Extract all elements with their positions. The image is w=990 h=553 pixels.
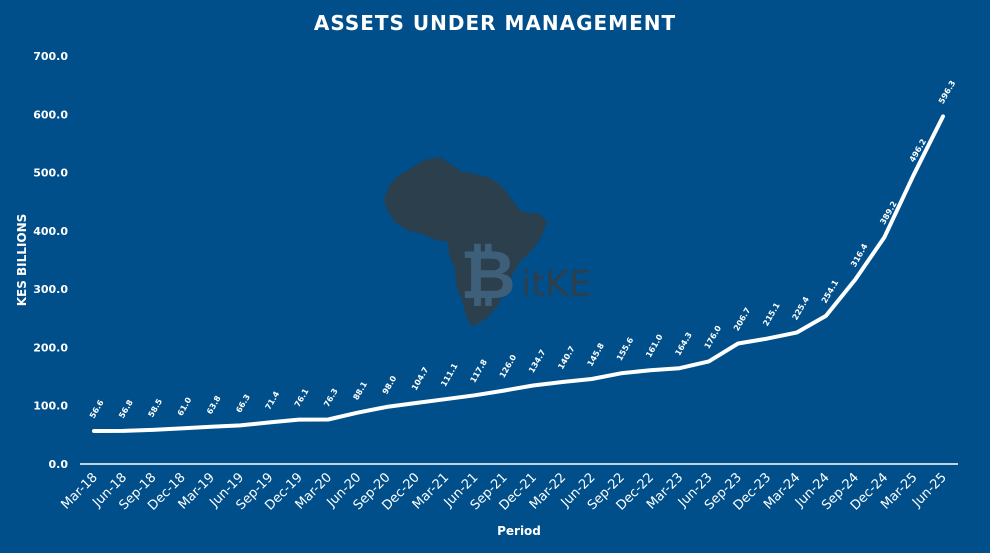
y-axis: 0.0 100.0 200.0 300.0 400.0 500.0 600.0 700.0 xyxy=(33,50,68,471)
watermark-text: itKE xyxy=(521,264,591,305)
y-tick-label: 600.0 xyxy=(33,108,68,121)
data-label: 596.3 xyxy=(937,79,957,105)
data-label: 161.0 xyxy=(644,332,665,359)
data-label: 61.0 xyxy=(176,395,194,417)
series-line xyxy=(92,114,945,433)
africa-map-icon xyxy=(384,157,547,327)
data-label: 155.6 xyxy=(615,336,636,363)
x-axis: Mar-18Jun-18Sep-18Dec-18Mar-19Jun-19Sep-… xyxy=(58,470,949,513)
data-label: 76.1 xyxy=(293,387,311,409)
y-tick-label: 700.0 xyxy=(33,50,68,63)
y-tick-label: 400.0 xyxy=(33,225,68,238)
drop-lines xyxy=(93,116,944,463)
data-label: 88.1 xyxy=(351,380,369,402)
data-label: 206.7 xyxy=(732,306,752,332)
data-label: 63.8 xyxy=(205,394,223,416)
chart-title: ASSETS UNDER MANAGEMENT xyxy=(314,11,676,35)
data-label: 117.8 xyxy=(469,358,490,385)
y-tick-label: 200.0 xyxy=(33,341,68,354)
data-label: 66.3 xyxy=(234,393,252,415)
data-label: 104.7 xyxy=(410,366,430,392)
data-label: 145.8 xyxy=(586,341,607,368)
y-axis-label: KES BILLIONS xyxy=(15,214,29,307)
data-label: 225.4 xyxy=(791,295,812,322)
data-label: 215.1 xyxy=(761,301,782,328)
x-tick-label: Mar-18 xyxy=(58,470,100,512)
y-tick-label: 100.0 xyxy=(33,400,68,413)
data-label: 71.4 xyxy=(264,389,282,411)
y-tick-label: 0.0 xyxy=(49,458,69,471)
y-tick-label: 500.0 xyxy=(33,167,68,180)
data-label: 76.3 xyxy=(322,387,340,409)
data-label: 56.6 xyxy=(88,398,106,420)
data-label: 126.0 xyxy=(498,353,519,380)
bitcoin-icon: ₿ xyxy=(460,236,515,315)
data-label: 140.7 xyxy=(556,345,576,371)
data-label: 176.0 xyxy=(703,324,724,351)
data-label: 58.5 xyxy=(146,397,164,419)
x-axis-label: Period xyxy=(497,524,541,538)
watermark-logo: ₿ itKE xyxy=(384,157,591,327)
data-label: 98.0 xyxy=(381,374,399,396)
y-tick-label: 300.0 xyxy=(33,283,68,296)
data-label: 134.7 xyxy=(527,348,547,374)
data-label: 111.1 xyxy=(439,361,460,388)
data-label: 164.3 xyxy=(673,331,693,357)
data-label: 56.8 xyxy=(117,398,135,420)
